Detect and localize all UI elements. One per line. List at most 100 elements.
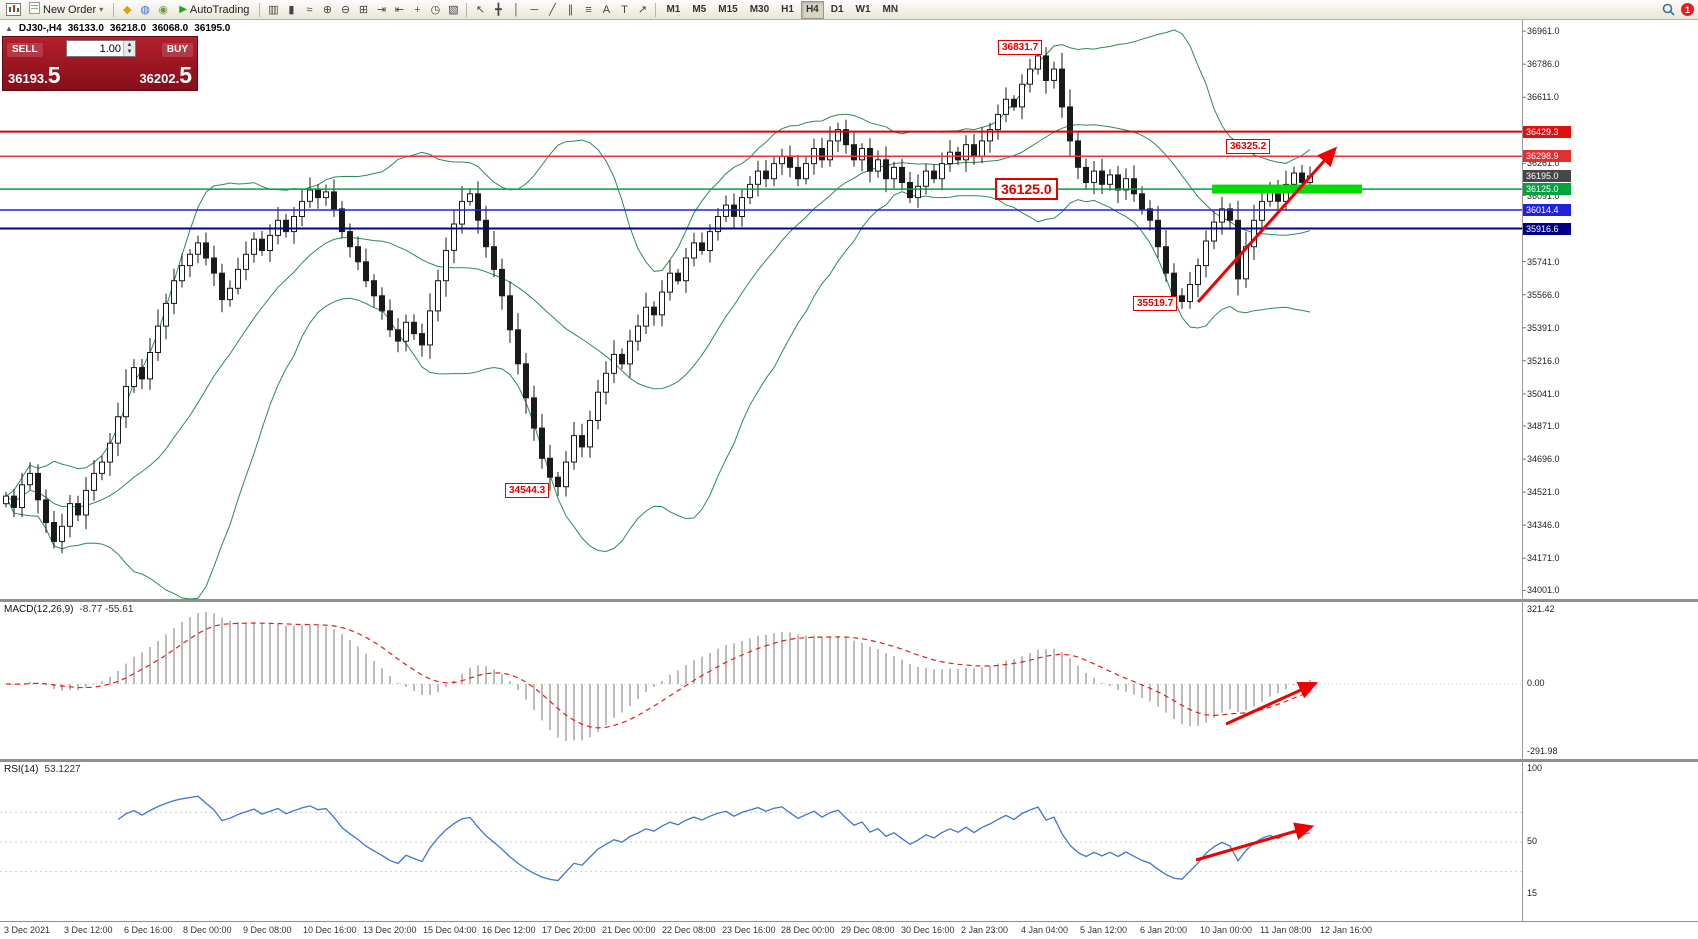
timeframe-button-w1[interactable]: W1	[855, 3, 871, 15]
metaeditor-icon[interactable]: ◆	[122, 4, 132, 16]
rsi-axis-label: 100	[1527, 763, 1543, 773]
channel-icon[interactable]: ∥	[567, 4, 574, 16]
rsi-panel-label: RSI(14) 53.1227	[4, 764, 81, 775]
crosshair-icon[interactable]: ╋	[495, 4, 502, 16]
text-icon[interactable]: A	[602, 3, 611, 16]
price-axis-label: 35566.0	[1527, 289, 1560, 300]
panel-separator[interactable]	[0, 599, 1698, 602]
timeframe-button-mn[interactable]: MN	[882, 3, 899, 15]
horizontal-line-icon[interactable]: ─	[530, 3, 539, 16]
timeframe-button-h4[interactable]: H4	[800, 0, 824, 19]
price-annotation-bottom[interactable]: 34544.3	[505, 483, 550, 498]
macd-trend-arrow[interactable]	[1225, 682, 1319, 726]
price-axis-label: 34346.0	[1527, 520, 1560, 531]
price-trend-arrow[interactable]	[1196, 146, 1338, 304]
panel-separator[interactable]	[0, 759, 1698, 762]
time-axis-label: 3 Dec 2021	[4, 925, 51, 935]
price-axis-label: 34871.0	[1527, 421, 1560, 431]
zoom-in-icon[interactable]: ⊕	[322, 4, 333, 16]
alerts-icon[interactable]: ◉	[158, 4, 168, 16]
volume-input[interactable]	[67, 41, 123, 56]
trendline-icon[interactable]: ╱	[549, 4, 556, 16]
volume-field: ▲ ▼	[66, 40, 136, 57]
timeframe-button-d1[interactable]: D1	[830, 3, 844, 15]
templates-icon[interactable]: ▧	[448, 4, 459, 16]
new-order-label: New Order	[43, 3, 97, 16]
rsi-axis-label: 50	[1527, 836, 1538, 846]
market-watch-icon[interactable]: ◍	[140, 4, 150, 16]
toolbar-separator	[466, 2, 468, 17]
timeframe-button-h1[interactable]: H1	[781, 3, 794, 15]
price-axis-label: 36611.0	[1527, 92, 1559, 103]
macd-axis-label: 321.42	[1527, 604, 1555, 614]
cursor-icon[interactable]: ↖	[475, 4, 486, 16]
ohlc-close: 36195.0	[194, 23, 231, 34]
new-order-button[interactable]: New Order ▾	[23, 0, 109, 19]
time-axis-label: 9 Dec 08:00	[243, 925, 292, 935]
time-axis-label: 23 Dec 16:00	[722, 925, 776, 935]
main-toolbar: New Order ▾ ◆ ◍ ◉ ▶ AutoTrading ▥ ▮ ≈ ⊕ ⊖ ⊞ ⇥ ⇤ + ◷…	[0, 0, 1698, 20]
time-axis-label: 3 Dec 12:00	[64, 925, 113, 935]
candlestick-series	[3, 44, 1313, 554]
toolbar-separator	[655, 2, 657, 17]
autotrading-play-icon: ▶	[179, 4, 187, 15]
ohlc-open: 36133.0	[67, 23, 104, 34]
arrow-tool-icon[interactable]: ↗	[637, 4, 648, 16]
price-tag: 36298.9	[1523, 150, 1571, 163]
notification-badge[interactable]: 1	[1681, 3, 1694, 16]
autotrading-button[interactable]: ▶ AutoTrading	[173, 2, 255, 18]
price-axis-label: 34171.0	[1527, 553, 1560, 564]
price-annotation-low[interactable]: 35519.7	[1133, 296, 1178, 311]
time-axis-label: 11 Jan 08:00	[1260, 925, 1312, 935]
timeframe-button-m15[interactable]: M15	[718, 3, 738, 15]
macd-axis-label: -291.98	[1527, 746, 1558, 756]
vertical-line-icon[interactable]: │	[513, 3, 520, 16]
candlestick-chart-icon[interactable]: ▮	[288, 4, 295, 16]
timeframe-button-m5[interactable]: M5	[692, 3, 707, 15]
buy-button[interactable]: BUY 36202.5	[100, 37, 197, 90]
price-axis-label: 36786.0	[1527, 59, 1560, 70]
price-annotation-res[interactable]: 36325.2	[1226, 139, 1271, 154]
ohlc-low: 36068.0	[152, 23, 189, 34]
price-annotation-mid[interactable]: 36125.0	[995, 178, 1058, 200]
volume-up-button[interactable]: ▲	[126, 41, 133, 48]
oneclick-toggle[interactable]: ▲	[5, 24, 13, 33]
price-axis-label: 35041.0	[1527, 388, 1560, 399]
zoom-out-icon[interactable]: ⊖	[340, 4, 351, 16]
time-axis-label: 15 Dec 04:00	[423, 925, 477, 935]
price-tag: 36125.0	[1523, 183, 1571, 196]
price-tag: 36195.0	[1523, 169, 1571, 182]
label-icon[interactable]: T	[621, 3, 628, 16]
autotrading-label: AutoTrading	[189, 3, 250, 16]
chart-window-icon[interactable]	[4, 2, 22, 18]
auto-scroll-icon[interactable]: ⇥	[376, 4, 387, 16]
support-zone-highlight[interactable]	[1212, 184, 1362, 194]
one-click-trading-widget: SELL 36193.5 ▲ ▼ BUY 36202.5	[2, 36, 198, 91]
tile-windows-icon[interactable]: ⊞	[358, 4, 369, 16]
sell-button[interactable]: SELL 36193.5	[3, 37, 100, 90]
price-axis-label: 35741.0	[1527, 256, 1560, 267]
periods-icon[interactable]: ◷	[430, 4, 441, 16]
macd-signal-line	[5, 622, 1311, 729]
rsi-line	[117, 795, 1311, 882]
price-tag: 35916.6	[1523, 222, 1571, 235]
price-axis-label: 35216.0	[1527, 355, 1560, 366]
chart-shift-icon[interactable]: ⇤	[394, 4, 405, 16]
price-tag: 36014.4	[1523, 204, 1571, 216]
price-annotation-high[interactable]: 36831.7	[998, 40, 1043, 55]
timeframe-button-m30[interactable]: M30	[749, 3, 770, 15]
price-axis-label: 36091.0	[1527, 190, 1560, 201]
time-axis-label: 10 Dec 16:00	[303, 925, 357, 935]
line-chart-icon[interactable]: ≈	[306, 3, 313, 16]
time-axis-label: 17 Dec 20:00	[542, 925, 596, 935]
fibonacci-icon[interactable]: ≡	[585, 3, 592, 16]
quote-bar: ▲ DJ30-,H4 36133.0 36218.0 36068.0 36195…	[5, 23, 230, 34]
indicators-icon[interactable]: +	[414, 3, 421, 16]
search-icon[interactable]	[1659, 2, 1677, 18]
rsi-trend-arrow[interactable]	[1195, 822, 1315, 862]
bar-chart-icon[interactable]: ▥	[268, 4, 279, 16]
volume-down-button[interactable]: ▼	[126, 48, 133, 55]
timeframe-button-m1[interactable]: M1	[666, 3, 681, 15]
